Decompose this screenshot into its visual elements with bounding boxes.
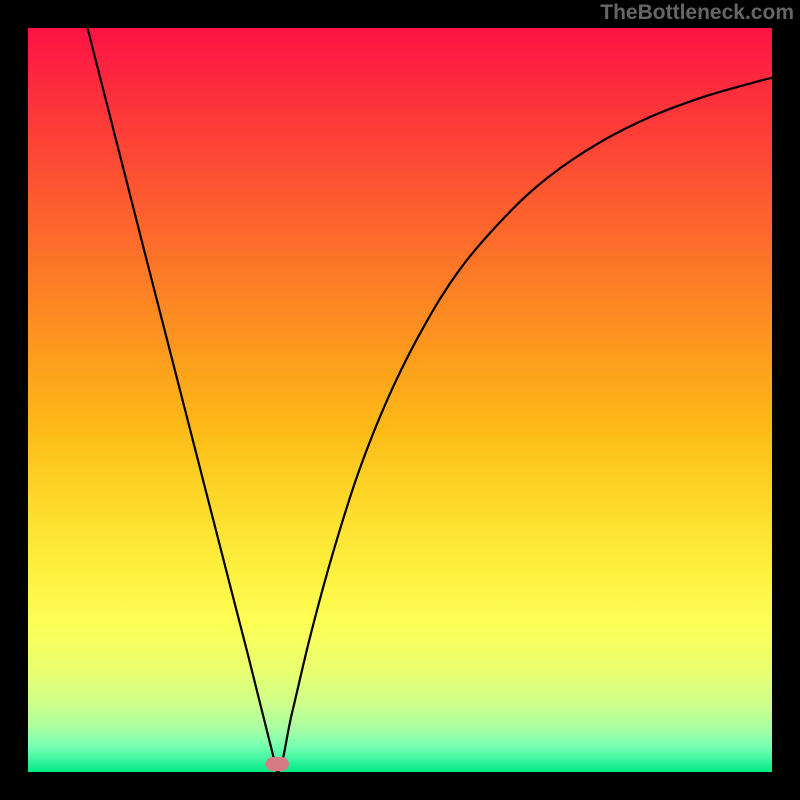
- bottleneck-chart: [0, 0, 800, 800]
- plot-background-gradient: [28, 28, 772, 772]
- watermark-text: TheBottleneck.com: [600, 1, 794, 25]
- chart-canvas: TheBottleneck.com: [0, 0, 800, 800]
- minimum-marker: [266, 757, 289, 771]
